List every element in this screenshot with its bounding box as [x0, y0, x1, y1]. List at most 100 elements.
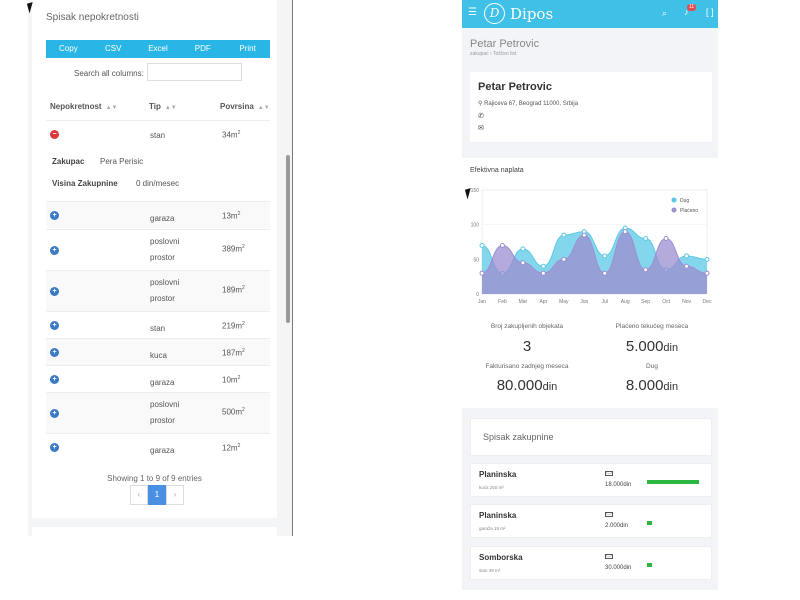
row-tip: garaza [150, 214, 175, 223]
tenant-detail-pane: ☰ D Dipos ⌕ ♪ 11 [ ] Petar Petrovic zaku… [462, 0, 718, 590]
data-point [540, 263, 546, 269]
app-name[interactable]: Dipos [510, 5, 554, 23]
zakupac-label: Zakupac [52, 157, 85, 166]
expand-row-icon[interactable]: + [50, 246, 59, 255]
chart-title: Efektivna naplata [470, 167, 524, 174]
expand-row-icon[interactable]: + [50, 321, 59, 330]
y-tick-label: 50 [473, 257, 479, 263]
table-row[interactable]: + poslovni prostor 389m2 [46, 229, 270, 270]
expand-row-icon[interactable]: + [50, 409, 59, 418]
search-input[interactable] [147, 63, 242, 81]
data-point [520, 260, 526, 266]
rent-amount: 2.000din [605, 523, 629, 529]
y-tick-label: 150 [471, 188, 480, 194]
data-point [561, 232, 567, 238]
stat-value-invoiced: 80.000din [496, 377, 558, 394]
payment-area-chart: 0 50 100 150 Jan Feb Mar Apr May Jun Jul Aug Sep Oct N… [471, 188, 712, 305]
rent-item[interactable]: Somborska stan 38 m² ▭ 30.000din [470, 546, 712, 580]
profile-card: Petar Petrovic ⚲ Rajiceva 67, Beograd 11… [470, 72, 712, 142]
phone-icon[interactable]: ✆ [478, 113, 484, 120]
x-tick-label: Jan [478, 299, 486, 305]
data-point [684, 253, 690, 259]
list-title: Spisak nepokretnosti [46, 12, 139, 23]
data-point [643, 267, 649, 273]
expand-row-icon[interactable]: + [50, 443, 59, 452]
y-tick-label: 0 [476, 292, 479, 298]
data-point [663, 236, 669, 242]
expand-row-icon[interactable]: + [50, 211, 59, 220]
scrollbar-thumb[interactable] [286, 155, 290, 323]
stat-label-debt: Dug [646, 363, 658, 370]
rent-description: garaža 15 m² [479, 526, 506, 531]
export-pdf-button[interactable]: PDF [194, 44, 211, 53]
breadcrumb[interactable]: zakupac › Toščeo list [470, 51, 517, 57]
data-point [520, 246, 526, 252]
row-tip: kuca [150, 351, 167, 360]
legend-swatch [671, 207, 677, 213]
zakupac-value: Pera Perisic [100, 157, 144, 166]
map-pin-icon: ⚲ [478, 101, 483, 107]
x-tick-label: Aug [621, 299, 630, 305]
money-icon: ▭ [605, 553, 613, 559]
payment-chart-card: Efektivna naplata 0 50 100 150 Jan Feb Mar Apr M… [462, 158, 718, 408]
legend-label: Dug [680, 198, 689, 204]
export-excel-button[interactable]: Excel [148, 44, 168, 53]
export-toolbar: Copy CSV Excel PDF Print [46, 40, 270, 58]
row-tip: poslovni prostor [150, 278, 180, 303]
mail-icon[interactable]: ✉ [478, 125, 484, 132]
expand-row-icon[interactable]: + [50, 348, 59, 357]
x-tick-label: Jun [580, 299, 588, 305]
row-povrsina: 500m2 [222, 407, 245, 417]
row-povrsina: 189m2 [222, 285, 245, 295]
column-header-tip[interactable]: Tip ▲▼ [149, 102, 177, 111]
table-row[interactable]: + poslovni prostor 500m2 [46, 392, 270, 433]
rent-amount: 30.000din [605, 565, 632, 571]
table-row[interactable]: + garaza 10m2 [46, 365, 270, 392]
expand-row-icon[interactable]: + [50, 375, 59, 384]
notification-bell-icon[interactable]: ♪ [684, 7, 689, 17]
expand-row-icon[interactable]: + [50, 287, 59, 296]
secondary-card [32, 527, 277, 536]
pagination: ‹ 1 › [130, 485, 184, 505]
page-title: Petar Petrovic [470, 38, 540, 50]
table-row[interactable]: + poslovni prostor 189m2 [46, 270, 270, 311]
table-row[interactable]: + stan 219m2 [46, 311, 270, 338]
row-tip: stan [150, 131, 166, 140]
table-row-expanded[interactable]: − stan 34m2 [46, 120, 270, 148]
data-point [540, 270, 546, 276]
export-csv-button[interactable]: CSV [104, 44, 122, 53]
column-header-nepokretnost[interactable]: Nepokretnost ▲▼ [50, 102, 118, 111]
table-row[interactable]: + kuca 187m2 [46, 338, 270, 365]
page-1-button[interactable]: 1 [148, 485, 166, 505]
x-tick-label: Mar [519, 299, 528, 305]
rent-item[interactable]: Planinska garaža 15 m² ▭ 2.000din [470, 504, 712, 538]
money-icon: ▭ [605, 470, 613, 476]
export-print-button[interactable]: Print [239, 44, 256, 53]
search-icon[interactable]: ⌕ [662, 8, 668, 18]
x-tick-label: Apr [539, 299, 547, 305]
data-point [581, 232, 587, 238]
column-header-povrsina[interactable]: Povrsina ▲▼ [220, 102, 270, 111]
export-copy-button[interactable]: Copy [59, 44, 78, 53]
table-row[interactable]: + garaza 12m2 [46, 433, 270, 460]
rent-progress-bar [647, 563, 652, 567]
hamburger-menu-icon[interactable]: ☰ [468, 7, 477, 18]
profile-name: Petar Petrovic [478, 81, 552, 93]
property-list-pane: Spisak nepokretnosti Copy CSV Excel PDF … [28, 0, 292, 536]
data-point [602, 253, 608, 259]
fullscreen-icon[interactable]: [ ] [706, 7, 714, 17]
app-logo[interactable]: D [484, 3, 505, 24]
rent-description: stan 38 m² [479, 568, 501, 573]
rent-name: Planinska [479, 470, 517, 479]
legend-label: Plaćeno [680, 208, 698, 214]
x-tick-label: Nov [682, 299, 691, 305]
table-row[interactable]: + garaza 13m2 [46, 201, 270, 228]
next-page-button[interactable]: › [166, 485, 184, 505]
property-list-card: Spisak nepokretnosti Copy CSV Excel PDF … [32, 0, 277, 518]
rent-item[interactable]: Planinska kuća 250 m² ▭ 18.000din [470, 463, 712, 497]
x-tick-label: Dec [703, 299, 712, 305]
row-povrsina: 389m2 [222, 244, 245, 254]
collapse-row-icon[interactable]: − [50, 130, 59, 139]
money-icon: ▭ [605, 511, 613, 517]
previous-page-button[interactable]: ‹ [130, 485, 148, 505]
